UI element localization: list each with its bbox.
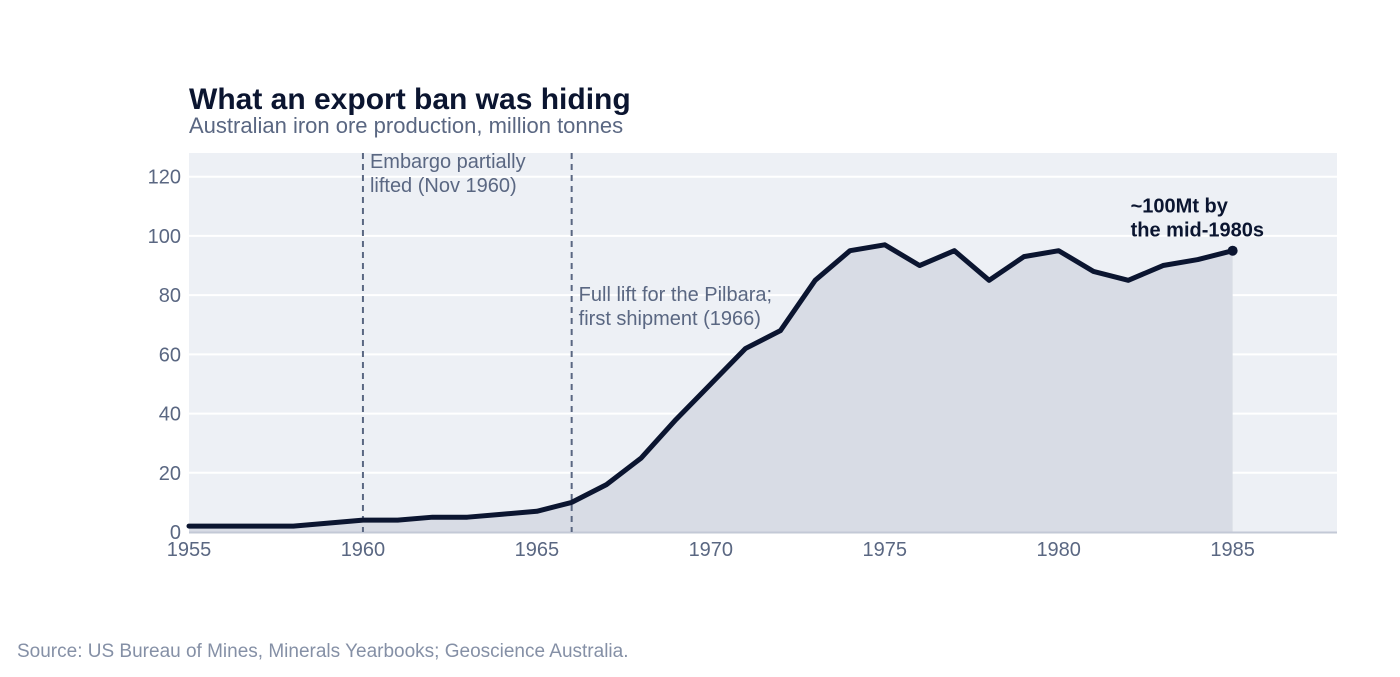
axis-ticks: 0 20 40 60 80 100 120 1955 1960 1965 1970 1975 1980 1… [148,167,1255,561]
data-points [1227,245,1238,256]
end-label-text: ~100Mt by [1131,196,1229,218]
annotation-text: lifted (Nov 1960) [370,175,517,197]
source-note: Source: US Bureau of Mines, Minerals Yea… [17,641,629,662]
y-tick-label: 60 [159,344,181,366]
y-tick-label: 40 [159,404,181,426]
y-tick-label: 120 [148,167,181,189]
x-tick-label: 1980 [1036,539,1081,561]
x-tick-label: 1985 [1210,539,1255,561]
annotation-text: Embargo partially [370,151,526,173]
x-tick-label: 1955 [167,539,212,561]
annotation-text: Full lift for the Pilbara; [579,284,772,306]
production-area [189,244,1233,532]
end-label-text: the mid-1980s [1131,220,1264,242]
x-tick-label: 1960 [341,539,386,561]
chart-subtitle: Australian iron ore production, million … [189,113,624,138]
annotation-text: first shipment (1966) [579,308,761,330]
y-tick-label: 20 [159,463,181,485]
chart-title: What an export ban was hiding [189,83,631,116]
x-tick-label: 1970 [689,539,734,561]
x-tick-label: 1965 [515,539,560,561]
end-point [1227,245,1238,256]
y-tick-label: 0 [170,522,181,544]
y-tick-label: 80 [159,285,181,307]
y-tick-label: 100 [148,226,181,248]
production-line [186,242,1236,529]
x-tick-label: 1975 [863,539,908,561]
